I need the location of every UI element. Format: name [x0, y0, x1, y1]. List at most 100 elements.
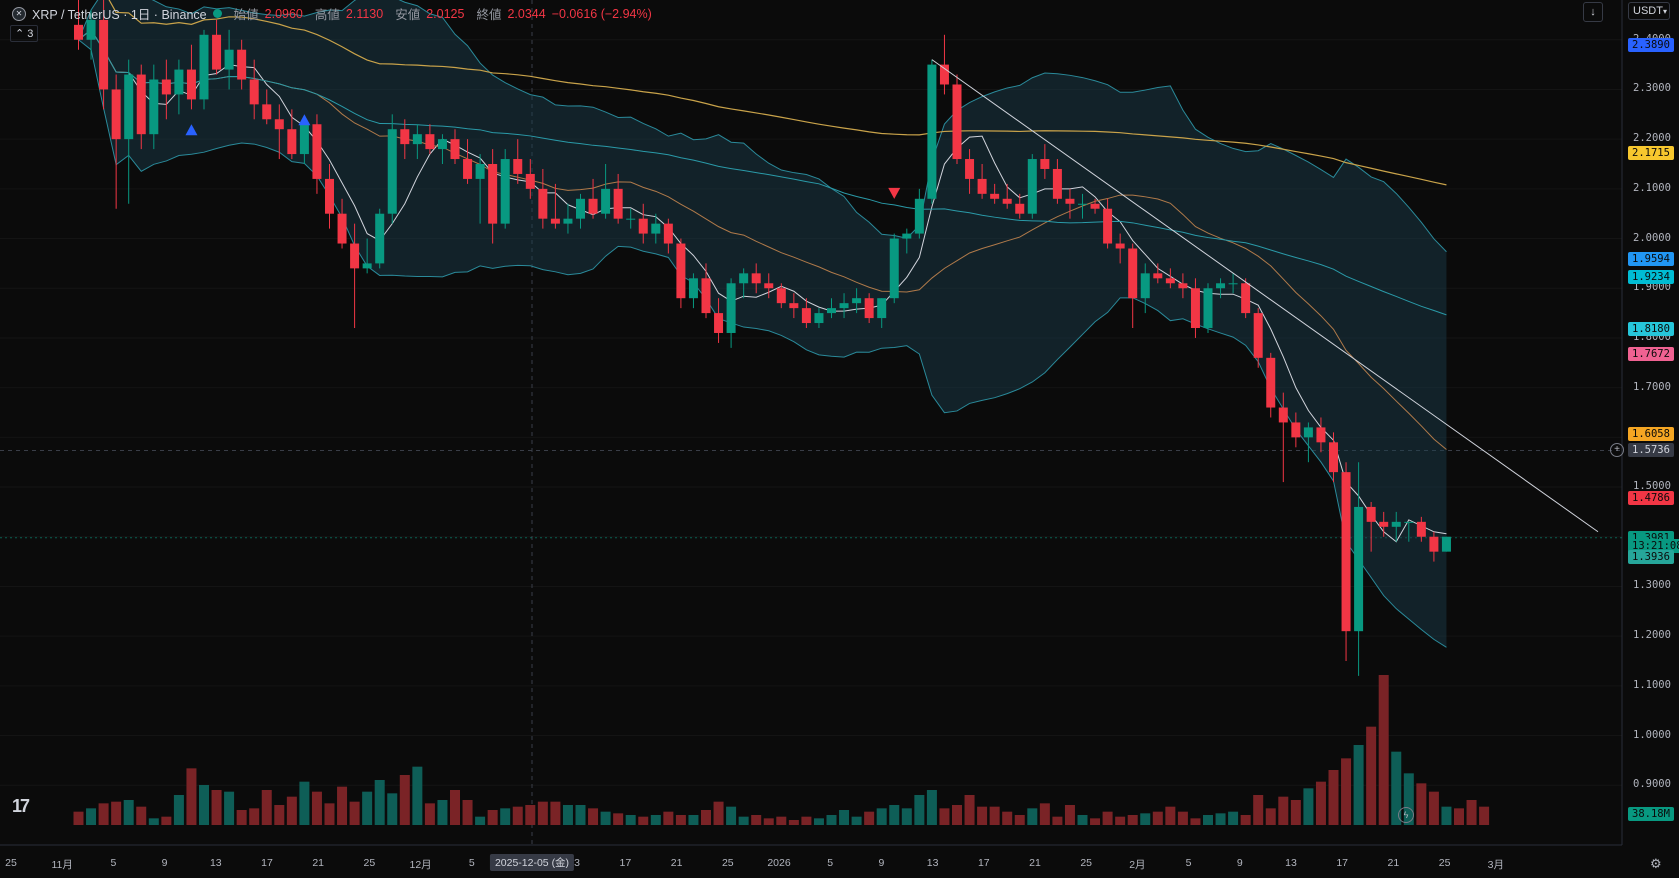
candle — [1278, 392, 1288, 483]
time-tick-label: 17 — [977, 857, 990, 869]
candle-body — [312, 124, 322, 179]
candle-body — [801, 308, 811, 324]
candle — [312, 114, 322, 194]
candle-body — [550, 218, 560, 224]
market-status-icon — [212, 9, 222, 18]
bollinger-band-fill — [78, 0, 1447, 648]
candle — [601, 164, 611, 219]
candle — [249, 59, 259, 120]
price-tag: 1.4786 — [1628, 490, 1674, 505]
candle-body — [1366, 506, 1376, 522]
price-tick-label: 1.3000 — [1633, 579, 1671, 592]
candle — [174, 59, 184, 115]
volume-bar — [675, 815, 686, 825]
candle-body — [1140, 273, 1150, 299]
candle — [1103, 198, 1113, 249]
candle — [1015, 193, 1025, 219]
price-tick-label: 1.1000 — [1633, 678, 1671, 691]
candle — [789, 293, 799, 319]
volume-bar — [412, 766, 423, 825]
candles[interactable] — [74, 0, 1451, 676]
candle — [149, 64, 159, 150]
candle-body — [1090, 203, 1100, 209]
candle — [1040, 144, 1050, 179]
symbol-title[interactable]: XRP / TetherUS · 1日 · Binance — [32, 8, 207, 22]
candle-body — [1303, 427, 1313, 438]
candle-body — [1341, 472, 1351, 632]
volume-bar — [1328, 770, 1339, 825]
indicator-toggle[interactable]: ⌃ 3 — [10, 25, 39, 42]
chart-legend: ✕ XRP / TetherUS · 1日 · Binance 始値 2.0960… — [12, 4, 652, 23]
candle-body — [776, 288, 786, 304]
volume-bar — [387, 793, 398, 825]
volume-bar — [1064, 805, 1075, 825]
candle — [889, 233, 899, 304]
volume-bar — [424, 803, 435, 825]
volume-bar — [73, 811, 84, 825]
candle-body — [161, 79, 171, 95]
volume-bar — [638, 816, 649, 825]
candle — [902, 228, 912, 254]
volume-bar — [86, 808, 97, 825]
download-button[interactable]: ↓ — [1583, 2, 1603, 22]
lightning-icon[interactable]: ϟ — [1398, 807, 1414, 823]
candle-body — [1190, 288, 1200, 329]
volume-bar — [989, 806, 1000, 825]
candle-body — [1203, 288, 1213, 329]
volume-bar — [1203, 815, 1213, 825]
volume-bar — [500, 808, 511, 825]
candle — [437, 134, 447, 165]
volume-bar — [575, 805, 586, 825]
settings-gear-icon[interactable]: ⚙ — [1650, 856, 1662, 871]
volume-bar — [1353, 745, 1364, 825]
candle-body — [287, 129, 297, 155]
volume-bar — [525, 805, 536, 825]
volume-bar — [274, 805, 285, 825]
volume-bar — [964, 795, 975, 825]
candle-body — [952, 84, 962, 160]
volume-bar — [801, 816, 812, 825]
volume-bar — [173, 795, 184, 825]
currency-select[interactable]: USDT ▾ — [1628, 2, 1670, 20]
candle-body — [212, 34, 222, 70]
volume-bar — [123, 800, 134, 825]
volume-bar — [663, 811, 674, 825]
price-tick-label: 1.5000 — [1633, 480, 1671, 493]
candle — [927, 59, 937, 204]
volume-bar — [1102, 811, 1113, 825]
volume-bar — [512, 806, 523, 825]
volume-bar — [751, 815, 762, 825]
candle-body — [1002, 198, 1012, 204]
tradingview-logo[interactable]: 17 — [12, 796, 30, 816]
volume-bar — [726, 806, 737, 825]
candle-body — [914, 198, 924, 234]
candle-body — [249, 79, 259, 105]
time-tick-label: 9 — [878, 857, 885, 869]
volume-bar — [701, 810, 711, 825]
drawing-overlay[interactable] — [185, 59, 1599, 533]
candle — [1090, 198, 1100, 214]
candle — [952, 74, 962, 165]
time-tick-label: 17 — [1336, 857, 1349, 869]
time-tick-label: 17 — [261, 857, 273, 869]
candle-body — [1103, 208, 1113, 244]
open-label: 始値 — [233, 8, 259, 22]
volume-bar — [788, 820, 799, 825]
candle-body — [613, 188, 623, 219]
candle-body — [437, 139, 447, 150]
candle-body — [1291, 422, 1301, 438]
time-tick-label: 11月 — [51, 859, 73, 871]
candle-body — [124, 74, 134, 140]
candle — [262, 89, 272, 125]
candle — [400, 119, 410, 160]
candle — [1203, 283, 1213, 333]
time-tick-label: 5 — [1185, 857, 1192, 869]
candle-body — [412, 134, 422, 145]
volume-bar — [1403, 773, 1414, 825]
candle — [224, 29, 234, 90]
chevron-down-icon: ▾ — [1662, 6, 1667, 16]
add-price-icon[interactable]: + — [1610, 443, 1624, 457]
candle — [714, 298, 724, 343]
candle — [764, 273, 774, 299]
